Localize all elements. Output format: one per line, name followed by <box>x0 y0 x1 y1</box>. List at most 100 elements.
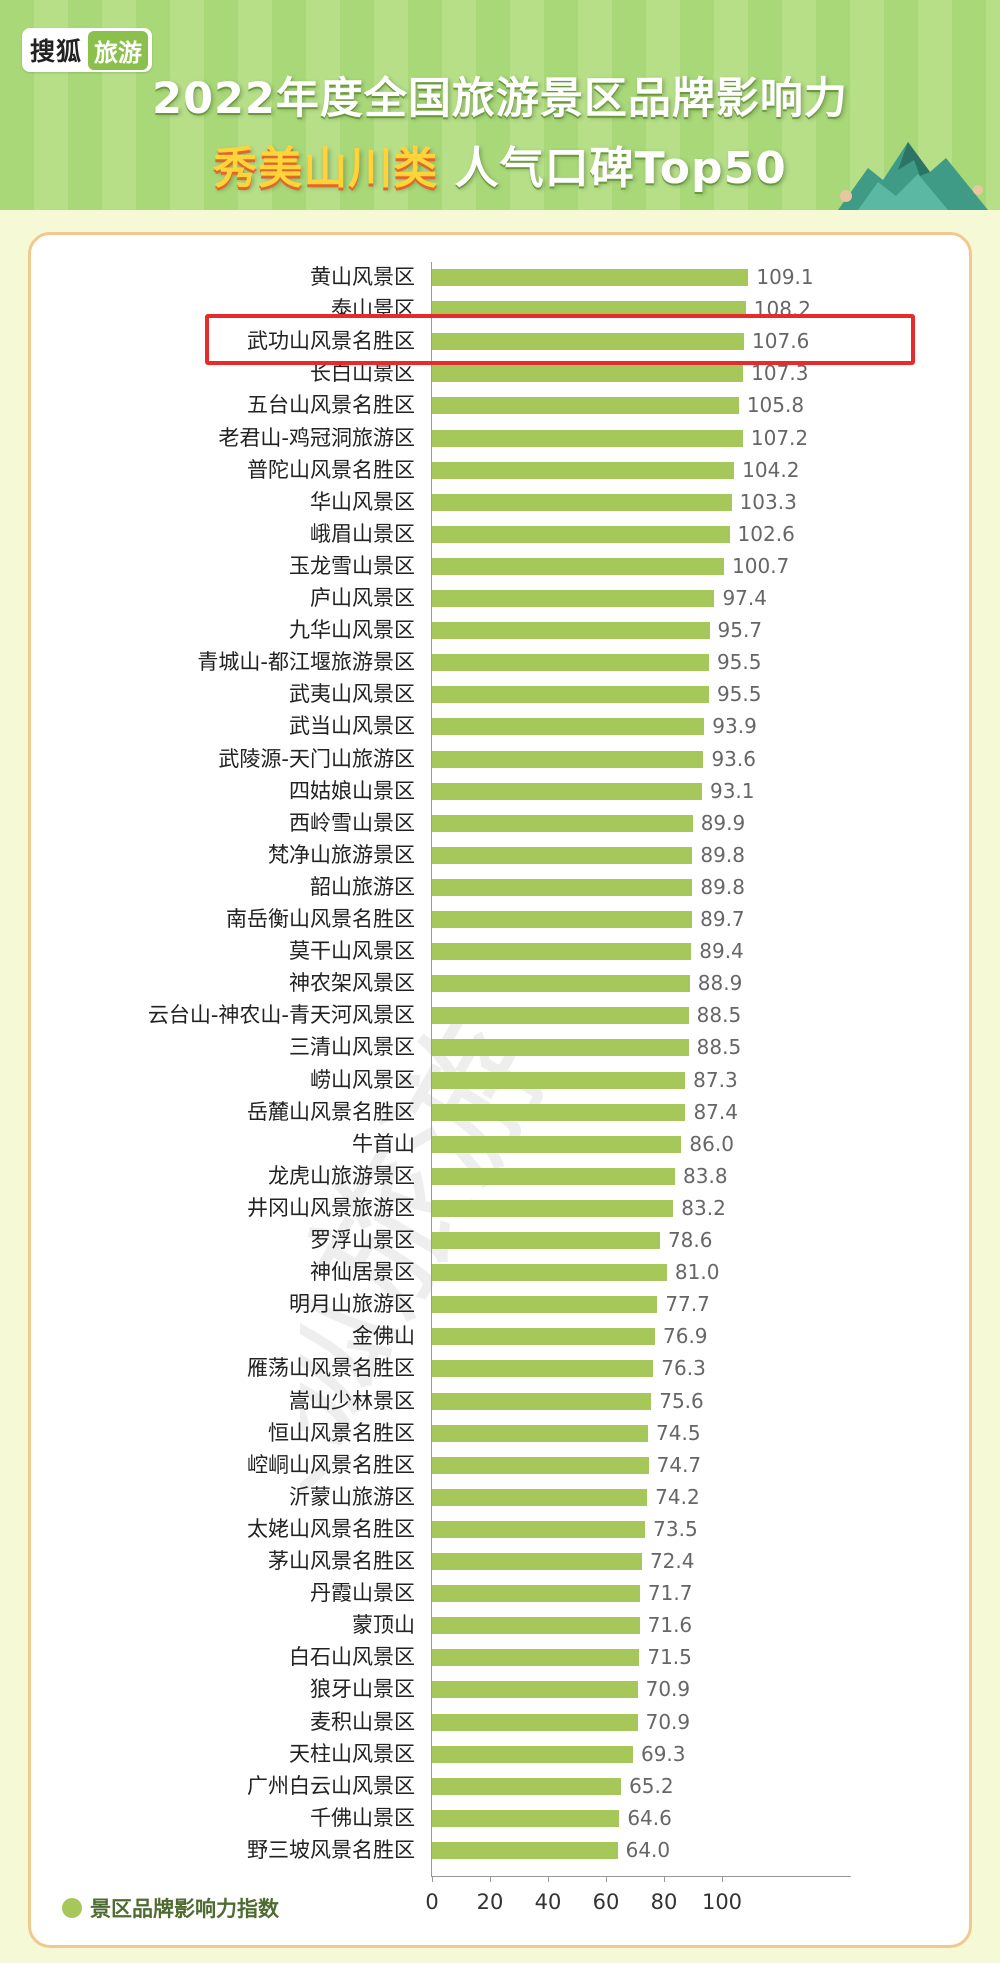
x-tick-label: 20 <box>476 1890 504 1914</box>
category-label: 峨眉山景区 <box>310 521 415 546</box>
bar <box>432 1328 655 1346</box>
category-label: 五台山风景名胜区 <box>247 393 415 418</box>
data-label: 93.1 <box>709 778 755 803</box>
bar <box>432 1392 652 1410</box>
highlight-box <box>205 314 915 365</box>
bar <box>432 1296 658 1314</box>
category-label: 西岭雪山景区 <box>289 810 415 835</box>
data-label: 72.4 <box>649 1549 695 1573</box>
category-label: 恒山风景名胜区 <box>268 1420 415 1445</box>
x-tick <box>664 1876 665 1882</box>
bar <box>432 1745 633 1763</box>
mountain-illustration-icon <box>838 142 988 210</box>
bar <box>432 718 705 736</box>
category-label: 南岳衡山风景名胜区 <box>226 907 415 931</box>
data-label: 83.8 <box>683 1163 728 1188</box>
data-label: 89.7 <box>700 907 745 931</box>
data-label: 95.7 <box>717 618 763 643</box>
bar <box>432 1488 648 1506</box>
bar <box>432 1103 686 1121</box>
data-label: 105.8 <box>746 393 805 418</box>
data-label: 107.6 <box>752 329 810 354</box>
data-label: 88.5 <box>696 1035 742 1060</box>
x-tick <box>490 1876 491 1882</box>
category-label: 三清山风景区 <box>289 1035 415 1060</box>
data-label: 89.8 <box>700 842 745 867</box>
bar <box>432 525 730 543</box>
page-title: 2022年度全国旅游景区品牌影响力 <box>152 74 848 124</box>
bar <box>432 1713 638 1731</box>
category-label: 蒙顶山 <box>352 1613 415 1638</box>
category-label: 太姥山风景名胜区 <box>247 1516 415 1541</box>
data-label: 65.2 <box>629 1773 674 1798</box>
chart-legend: 景区品牌影响力指数 <box>62 1893 279 1923</box>
bar <box>432 269 749 286</box>
category-label: 罗浮山景区 <box>310 1228 415 1252</box>
subtitle-accent: 秀美山川类 <box>213 143 439 194</box>
category-label: 神仙居景区 <box>310 1260 415 1285</box>
category-label: 崆峒山风景名胜区 <box>247 1452 415 1477</box>
bar <box>432 750 704 768</box>
sohu-travel-logo: 搜狐 旅游 <box>22 28 153 72</box>
bar <box>432 1071 686 1089</box>
x-tick <box>606 1876 607 1882</box>
data-label: 87.4 <box>693 1099 738 1124</box>
data-label: 83.2 <box>681 1195 726 1220</box>
bar <box>432 493 732 511</box>
category-label: 崂山风景区 <box>310 1067 415 1092</box>
x-tick-label: 60 <box>592 1890 620 1914</box>
category-label: 黄山风景区 <box>310 265 415 289</box>
x-axis-line <box>431 1876 851 1877</box>
data-label: 77.7 <box>665 1292 710 1317</box>
category-label: 岳麓山风景名胜区 <box>247 1099 415 1124</box>
data-label: 88.9 <box>697 971 743 996</box>
bar <box>432 846 693 864</box>
bar <box>432 686 709 704</box>
bar <box>432 878 693 896</box>
x-tick-label: 100 <box>701 1890 743 1914</box>
x-tick <box>432 1876 433 1882</box>
data-label: 107.2 <box>750 425 809 450</box>
bar <box>432 1520 646 1538</box>
data-label: 75.6 <box>659 1388 704 1413</box>
data-label: 64.6 <box>627 1805 672 1830</box>
bar <box>432 1039 689 1057</box>
subtitle-rest: 人气口碑Top50 <box>454 143 787 194</box>
category-label: 狼牙山景区 <box>310 1677 415 1702</box>
category-label: 云台山-神农山-青天河风景区 <box>147 1003 415 1028</box>
data-label: 104.2 <box>742 457 800 482</box>
bar <box>432 1777 622 1795</box>
bar <box>432 1617 640 1635</box>
bar <box>432 557 725 575</box>
category-label: 武夷山风景区 <box>289 682 415 707</box>
bar <box>432 1553 642 1570</box>
x-tick-label: 80 <box>650 1890 678 1914</box>
category-label: 普陀山风景名胜区 <box>247 457 415 482</box>
data-label: 78.6 <box>667 1228 713 1252</box>
bar <box>432 1360 654 1378</box>
bar <box>432 911 693 928</box>
category-label: 茅山风景名胜区 <box>268 1549 415 1573</box>
legend-label: 景区品牌影响力指数 <box>90 1897 279 1921</box>
bar <box>432 1264 667 1282</box>
category-label: 武当山风景区 <box>289 714 415 739</box>
category-label: 明月山旅游区 <box>289 1292 415 1317</box>
data-label: 107.3 <box>751 361 809 386</box>
category-label: 天柱山风景区 <box>289 1741 415 1766</box>
header-banner: 搜狐 旅游 2022年度全国旅游景区品牌影响力 秀美山川类 人气口碑Top50 <box>0 0 1000 210</box>
bar <box>432 1167 676 1185</box>
bar <box>432 397 739 415</box>
bar <box>432 1232 660 1249</box>
legend-marker <box>62 1898 82 1918</box>
category-label: 莫干山风景区 <box>289 939 415 964</box>
category-label: 井冈山风景旅游区 <box>247 1195 415 1220</box>
data-label: 76.9 <box>663 1324 708 1349</box>
x-tick-label: 0 <box>425 1890 439 1914</box>
logo-sohu-text: 搜狐 <box>30 37 83 66</box>
data-label: 100.7 <box>732 553 790 578</box>
logo-travel-tag: 旅游 <box>88 30 149 70</box>
data-label: 95.5 <box>716 650 762 675</box>
bar <box>432 943 692 961</box>
bar <box>432 1841 618 1859</box>
bar <box>432 622 710 640</box>
